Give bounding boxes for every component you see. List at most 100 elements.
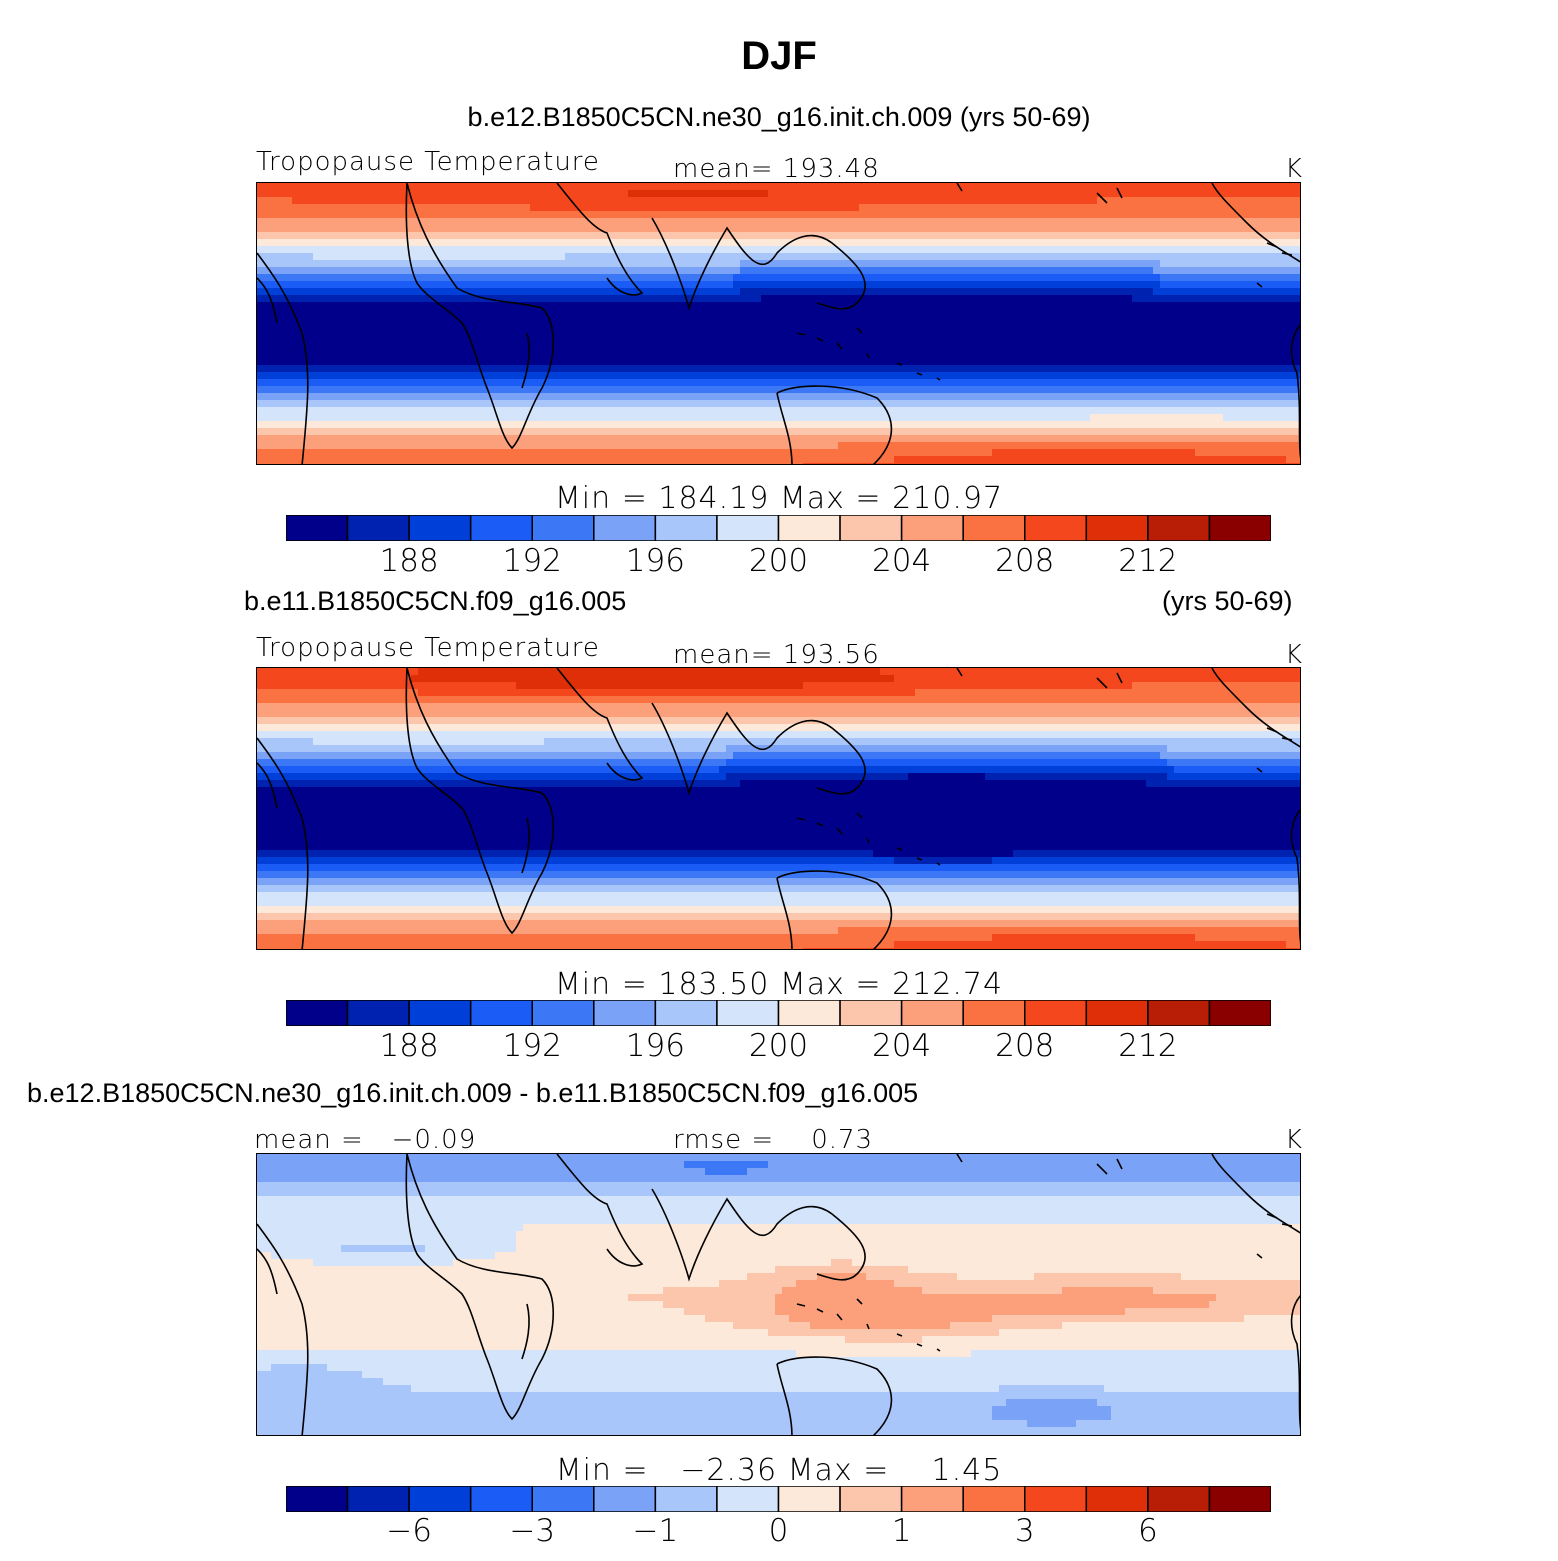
field-cell: [446, 344, 454, 352]
field-cell: [565, 295, 573, 303]
field-cell: [761, 274, 769, 282]
field-cell: [1055, 267, 1063, 275]
field-cell: [950, 267, 958, 275]
field-cell: [838, 267, 846, 275]
field-cell: [873, 386, 881, 394]
field-cell: [1139, 372, 1147, 380]
field-cell: [1293, 344, 1300, 352]
field-cell: [726, 218, 734, 226]
field-cell: [670, 407, 678, 415]
field-cell: [537, 190, 545, 198]
field-cell: [474, 309, 482, 317]
field-cell: [1251, 386, 1259, 394]
field-cell: [677, 400, 685, 408]
field-cell: [733, 281, 741, 289]
field-cell: [320, 393, 328, 401]
field-cell: [432, 197, 440, 205]
field-cell: [355, 281, 363, 289]
field-cell: [404, 393, 412, 401]
field-cell: [1251, 358, 1259, 366]
field-cell: [1097, 372, 1105, 380]
field-cell: [278, 232, 286, 240]
field-cell: [943, 274, 951, 282]
field-cell: [915, 393, 923, 401]
field-cell: [257, 246, 265, 254]
field-cell: [957, 365, 965, 373]
field-cell: [698, 183, 706, 191]
field-cell: [768, 281, 776, 289]
field-cell: [733, 351, 741, 359]
field-cell: [810, 358, 818, 366]
field-cell: [1069, 190, 1077, 198]
field-cell: [614, 344, 622, 352]
field-cell: [635, 309, 643, 317]
field-cell: [285, 330, 293, 338]
field-cell: [397, 302, 405, 310]
field-cell: [334, 246, 342, 254]
field-cell: [712, 316, 720, 324]
field-cell: [894, 365, 902, 373]
field-cell: [516, 344, 524, 352]
field-cell: [257, 358, 265, 366]
field-cell: [1279, 267, 1287, 275]
field-cell: [1237, 316, 1245, 324]
field-cell: [579, 372, 587, 380]
field-cell: [950, 372, 958, 380]
field-cell: [1202, 330, 1210, 338]
field-cell: [383, 309, 391, 317]
field-cell: [719, 302, 727, 310]
field-cell: [614, 260, 622, 268]
field-cell: [971, 225, 979, 233]
field-cell: [1202, 323, 1210, 331]
field-cell: [992, 379, 1000, 387]
field-cell: [719, 253, 727, 261]
field-cell: [642, 274, 650, 282]
field-cell: [656, 281, 664, 289]
field-cell: [873, 400, 881, 408]
field-cell: [1237, 274, 1245, 282]
field-cell: [635, 225, 643, 233]
field-cell: [453, 386, 461, 394]
field-cell: [446, 260, 454, 268]
field-cell: [474, 232, 482, 240]
field-cell: [439, 379, 447, 387]
field-cell: [803, 365, 811, 373]
field-cell: [1041, 204, 1049, 212]
field-cell: [509, 260, 517, 268]
field-cell: [1104, 379, 1112, 387]
field-cell: [1118, 204, 1126, 212]
field-cell: [719, 337, 727, 345]
field-cell: [355, 267, 363, 275]
field-cell: [873, 309, 881, 317]
field-cell: [908, 267, 916, 275]
field-cell: [733, 232, 741, 240]
field-cell: [558, 365, 566, 373]
field-cell: [1230, 260, 1238, 268]
field-cell: [523, 379, 531, 387]
field-cell: [565, 379, 573, 387]
field-cell: [397, 344, 405, 352]
field-cell: [460, 183, 468, 191]
field-cell: [929, 358, 937, 366]
field-cell: [460, 379, 468, 387]
field-cell: [929, 351, 937, 359]
field-cell: [551, 323, 559, 331]
field-cell: [502, 414, 510, 422]
field-cell: [810, 386, 818, 394]
field-cell: [978, 253, 986, 261]
field-cell: [614, 407, 622, 415]
field-cell: [1293, 204, 1300, 212]
field-cell: [495, 204, 503, 212]
field-cell: [432, 323, 440, 331]
field-cell: [656, 211, 664, 219]
field-cell: [1237, 281, 1245, 289]
field-cell: [992, 295, 1000, 303]
field-cell: [1272, 239, 1280, 247]
field-cell: [1132, 344, 1140, 352]
field-cell: [1300, 365, 1301, 373]
field-cell: [362, 225, 370, 233]
field-cell: [600, 253, 608, 261]
field-cell: [1237, 302, 1245, 310]
field-cell: [1055, 239, 1063, 247]
field-cell: [712, 358, 720, 366]
